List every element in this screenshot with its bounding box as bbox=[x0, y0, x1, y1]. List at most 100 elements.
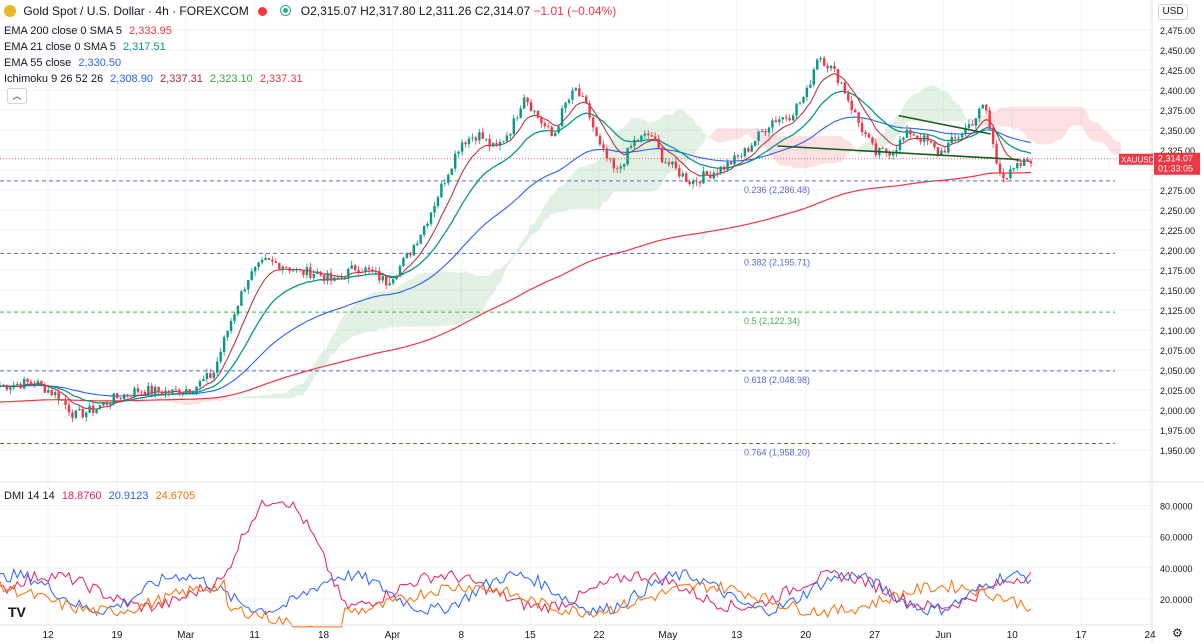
cloud-segment bbox=[1024, 106, 1028, 139]
ema21-legend[interactable]: EMA 21 close 0 SMA 5 2,317.51 bbox=[4, 40, 166, 54]
cloud-segment bbox=[527, 224, 532, 242]
ema200-line bbox=[0, 171, 1032, 403]
candle-body bbox=[274, 261, 278, 263]
cloud-segment bbox=[258, 395, 263, 399]
cloud-segment bbox=[1082, 106, 1087, 135]
collapse-legend-button[interactable]: ︿ bbox=[7, 88, 27, 104]
ichimoku-legend[interactable]: Ichimoku 9 26 52 26 2,308.90 2,337.31 2,… bbox=[4, 72, 303, 86]
candle-body bbox=[1016, 163, 1019, 169]
time-tick-label: 27 bbox=[869, 630, 881, 641]
time-tick-label: 8 bbox=[458, 630, 464, 641]
cloud-segment bbox=[355, 300, 359, 336]
candle-body bbox=[619, 166, 622, 169]
settings-icon[interactable]: ⚙ bbox=[1172, 626, 1183, 640]
candle-body bbox=[812, 69, 815, 85]
candle-body bbox=[991, 127, 995, 144]
cloud-segment bbox=[910, 94, 914, 122]
candle-body bbox=[578, 88, 581, 97]
candle-body bbox=[371, 269, 374, 272]
candle-body bbox=[112, 393, 115, 405]
cloud-segment bbox=[468, 273, 473, 319]
ema200-legend[interactable]: EMA 200 close 0 SMA 5 2,333.95 bbox=[4, 24, 172, 38]
cloud-segment bbox=[1103, 130, 1107, 148]
cloud-segment bbox=[848, 140, 852, 153]
cloud-segment bbox=[524, 233, 528, 246]
cloud-segment bbox=[813, 136, 818, 167]
fib-label: 0.236 (2,286.48) bbox=[744, 185, 810, 195]
candle-body bbox=[78, 408, 81, 411]
candle-body bbox=[116, 393, 119, 398]
cloud-segment bbox=[306, 372, 311, 390]
candle-body bbox=[105, 402, 109, 405]
candle-body bbox=[402, 257, 405, 267]
cloud-segment bbox=[513, 249, 518, 256]
price-tick-label: 2,275.00 bbox=[1160, 186, 1195, 196]
candle-body bbox=[567, 99, 571, 103]
candle-body bbox=[581, 96, 584, 98]
candle-body bbox=[602, 144, 605, 149]
candle-body bbox=[9, 387, 12, 390]
cloud-segment bbox=[1017, 106, 1021, 131]
symbol-title[interactable]: Gold Spot / U.S. Dollar · 4h · FOREXCOM bbox=[23, 4, 249, 18]
candle-body bbox=[633, 139, 636, 147]
candle-body bbox=[85, 412, 88, 418]
cloud-segment bbox=[437, 271, 442, 327]
time-tick-label: 20 bbox=[800, 630, 812, 641]
cloud-segment bbox=[413, 274, 418, 327]
fib-label: 0.5 (2,122.34) bbox=[744, 316, 800, 326]
cloud-segment bbox=[1034, 106, 1038, 145]
candle-body bbox=[305, 267, 309, 276]
cloud-segment bbox=[679, 108, 683, 167]
time-tick-label: Jun bbox=[935, 630, 951, 641]
ema55-legend[interactable]: EMA 55 close 2,330.50 bbox=[4, 56, 121, 70]
candle-body bbox=[609, 158, 612, 160]
candle-body bbox=[943, 150, 947, 153]
candle-body bbox=[905, 129, 909, 138]
cloud-segment bbox=[693, 118, 697, 156]
cloud-segment bbox=[396, 284, 401, 328]
price-tick-label: 2,450.00 bbox=[1160, 46, 1195, 56]
cloud-segment bbox=[775, 134, 780, 166]
currency-button[interactable]: USD bbox=[1158, 4, 1188, 20]
time-tick-label: Apr bbox=[385, 630, 401, 641]
candle-body bbox=[591, 117, 595, 128]
candle-body bbox=[722, 166, 726, 170]
trend-lines[interactable] bbox=[777, 114, 1020, 161]
cloud-segment bbox=[362, 297, 366, 334]
cloud-segment bbox=[534, 217, 538, 235]
dmi-legend[interactable]: DMI 14 14 18.8760 20.9123 24.6705 bbox=[4, 489, 195, 503]
candle-body bbox=[119, 397, 122, 400]
candle-body bbox=[447, 174, 450, 184]
cloud-segment bbox=[272, 393, 276, 399]
cloud-segment bbox=[317, 354, 321, 375]
cloud-segment bbox=[603, 148, 607, 202]
candle-body bbox=[1012, 168, 1015, 170]
candle-body bbox=[657, 138, 660, 148]
cloud-segment bbox=[1058, 106, 1063, 140]
candle-body bbox=[226, 331, 229, 338]
cloud-segment bbox=[786, 136, 790, 166]
symbol-header: Gold Spot / U.S. Dollar · 4h · FOREXCOM … bbox=[4, 4, 616, 18]
cloud-segment bbox=[358, 299, 363, 336]
candle-body bbox=[1002, 172, 1005, 179]
candle-body bbox=[522, 97, 526, 109]
candle-body bbox=[1019, 163, 1022, 166]
candle-body bbox=[857, 112, 860, 123]
candle-body bbox=[181, 392, 184, 395]
cloud-segment bbox=[382, 291, 387, 329]
candle-body bbox=[422, 226, 426, 235]
candle-body bbox=[953, 136, 957, 138]
cloud-segment bbox=[748, 128, 752, 139]
candle-body bbox=[222, 337, 226, 352]
candle-body bbox=[585, 96, 588, 104]
cloud-segment bbox=[965, 117, 969, 121]
cloud-segment bbox=[544, 200, 549, 220]
cloud-segment bbox=[89, 385, 94, 387]
cloud-segment bbox=[193, 398, 197, 405]
candle-body bbox=[995, 143, 998, 164]
cloud-segment bbox=[248, 396, 252, 399]
cloud-segment bbox=[503, 264, 507, 276]
candle-body bbox=[209, 373, 212, 378]
ichimoku-label: Ichimoku 9 26 52 26 bbox=[4, 73, 104, 85]
